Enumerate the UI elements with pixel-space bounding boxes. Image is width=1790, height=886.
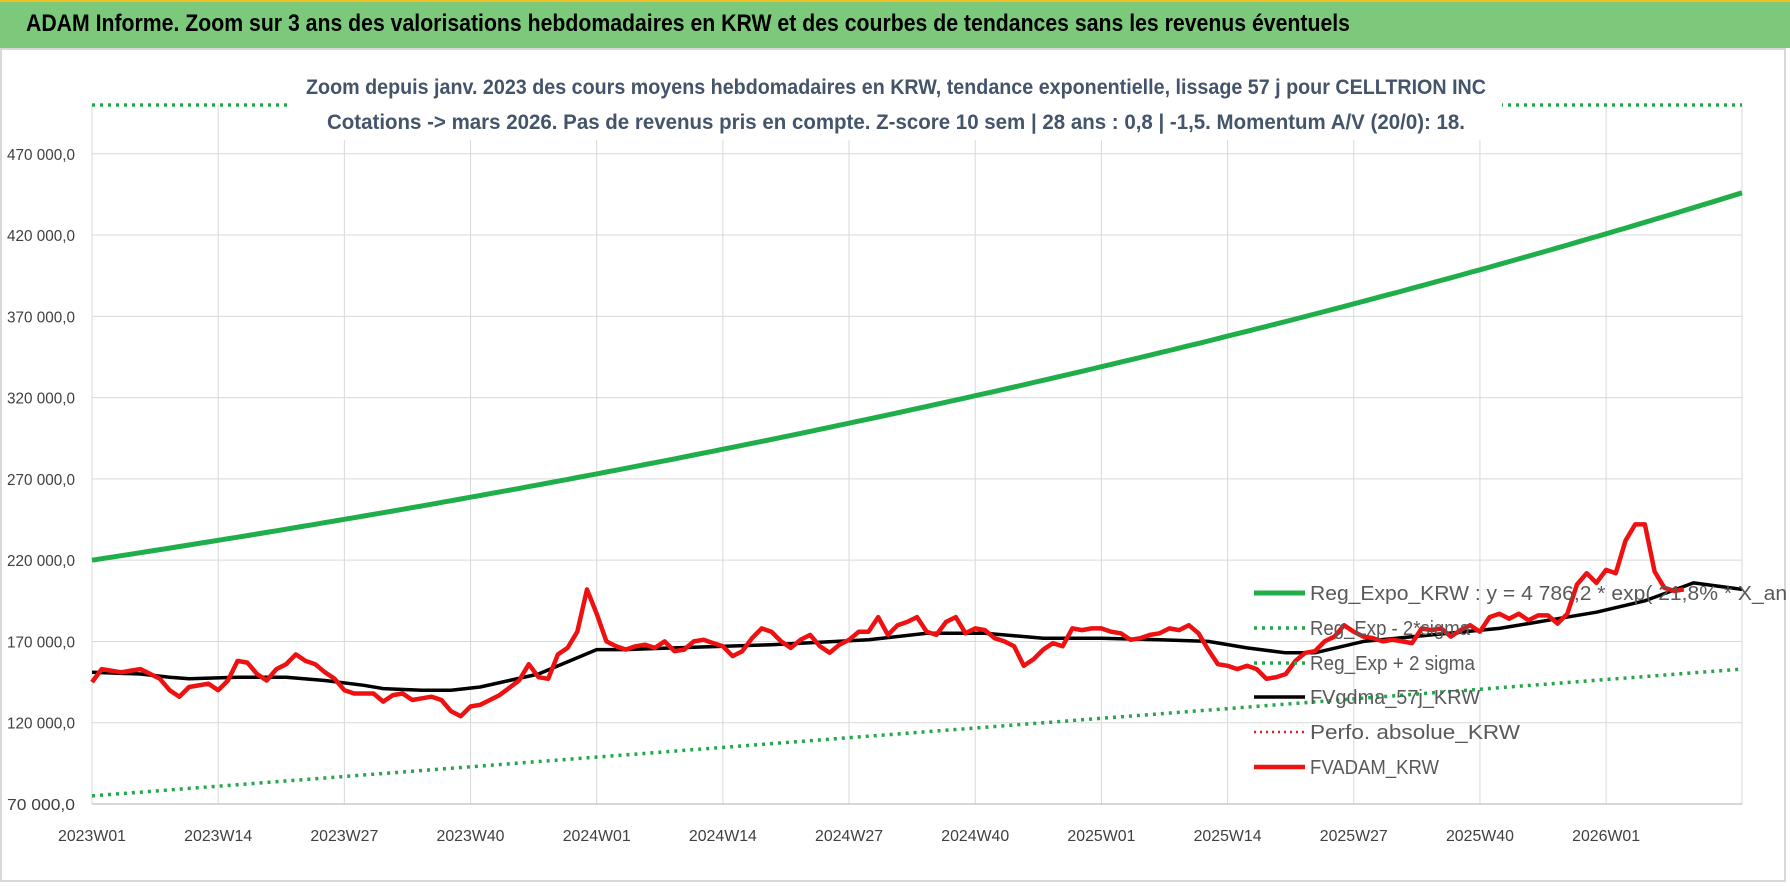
legend-label: FVgdma_57j_KRW xyxy=(1310,687,1480,709)
report-banner: ADAM Informe. Zoom sur 3 ans des valoris… xyxy=(0,0,1790,48)
x-tick-label: 2024W14 xyxy=(689,828,757,845)
y-tick-label: 270 000,0 xyxy=(7,472,75,489)
legend-label: FVADAM_KRW xyxy=(1310,757,1439,779)
x-tick-label: 2023W27 xyxy=(310,828,378,845)
chart-legend: Reg_Expo_KRW : y = 4 786,2 * exp( 21,8% … xyxy=(1254,583,1790,779)
series-reg-expo-krw xyxy=(91,190,1743,563)
gridlines xyxy=(91,105,1743,805)
y-tick-label: 170 000,0 xyxy=(7,634,75,651)
x-tick-label: 2026W01 xyxy=(1572,828,1640,845)
chart-subtitle: Zoom depuis janv. 2023 des cours moyens … xyxy=(292,66,1502,140)
report-title: ADAM Informe. Zoom sur 3 ans des valoris… xyxy=(26,10,1350,37)
x-tick-label: 2023W01 xyxy=(58,828,126,845)
x-tick-label: 2023W14 xyxy=(184,828,252,845)
x-tick-label: 2025W14 xyxy=(1194,828,1262,845)
x-tick-label: 2024W27 xyxy=(815,828,883,845)
y-tick-label: 220 000,0 xyxy=(7,553,75,570)
series-fvgdma-57j-krw xyxy=(91,581,1743,692)
y-tick-label: 470 000,0 xyxy=(7,147,75,164)
x-tick-label: 2025W40 xyxy=(1446,828,1514,845)
series-lines xyxy=(90,103,1743,798)
legend-label: Perfo. absolue_KRW xyxy=(1310,722,1520,744)
y-tick-label: 370 000,0 xyxy=(7,309,75,326)
y-axis-ticks: 70 000,0 120 000,0 170 000,0 220 000,0 270 0… xyxy=(7,147,75,814)
x-tick-label: 2024W40 xyxy=(941,828,1009,845)
y-tick-label: 70 000,0 xyxy=(7,797,75,814)
legend-label: Reg_Exp - 2*sigma xyxy=(1310,618,1471,640)
x-tick-label: 2024W01 xyxy=(563,828,631,845)
legend-label: Reg_Exp + 2 sigma xyxy=(1310,653,1476,675)
series-fvadam-krw xyxy=(90,522,1685,719)
x-axis-ticks: 2023W01 2023W14 2023W27 2023W40 2024W01 2024W… xyxy=(58,828,1640,845)
y-tick-label: 320 000,0 xyxy=(7,391,75,408)
x-tick-label: 2025W01 xyxy=(1067,828,1135,845)
subtitle-line-2: Cotations -> mars 2026. Pas de revenus p… xyxy=(327,111,1465,134)
x-tick-label: 2025W27 xyxy=(1320,828,1388,845)
subtitle-background xyxy=(292,66,1502,140)
chart-frame xyxy=(0,48,1786,882)
y-tick-label: 420 000,0 xyxy=(7,228,75,245)
x-tick-label: 2023W40 xyxy=(437,828,505,845)
legend-label: Reg_Expo_KRW : y = 4 786,2 * exp( 21,8% … xyxy=(1310,583,1790,605)
subtitle-line-1: Zoom depuis janv. 2023 des cours moyens … xyxy=(306,76,1486,99)
y-tick-label: 120 000,0 xyxy=(7,716,75,733)
